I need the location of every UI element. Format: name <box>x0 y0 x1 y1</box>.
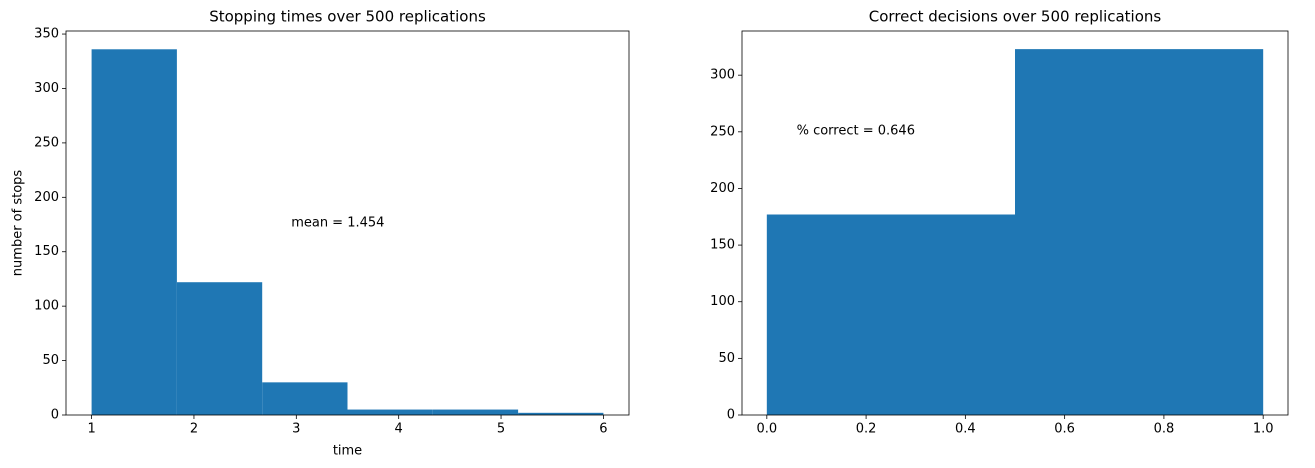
chart-title: Correct decisions over 500 replications <box>869 8 1162 26</box>
x-tick-label: 4 <box>395 422 403 437</box>
y-tick-label: 200 <box>710 181 735 196</box>
x-tick-label: 0.6 <box>1054 422 1075 437</box>
x-tick-label: 2 <box>190 422 198 437</box>
chart-title: Stopping times over 500 replications <box>209 8 486 26</box>
bar <box>176 282 263 415</box>
annotation: % correct = 0.646 <box>797 123 915 138</box>
x-tick-label: 0.2 <box>856 422 877 437</box>
y-tick-label: 250 <box>34 135 59 150</box>
x-tick-label: 5 <box>497 422 505 437</box>
bar <box>262 382 348 415</box>
y-tick-label: 0 <box>727 408 735 423</box>
x-tick-label: 3 <box>292 422 300 437</box>
bar <box>1015 49 1264 415</box>
y-tick-label: 100 <box>34 299 59 314</box>
bar <box>766 214 1015 415</box>
axes-frame <box>65 30 630 416</box>
y-axis-label: number of stops <box>11 170 26 277</box>
y-tick-label: 300 <box>34 81 59 96</box>
x-tick-label: 0.8 <box>1154 422 1175 437</box>
x-tick-label: 1 <box>87 422 95 437</box>
y-tick-label: 200 <box>34 190 59 205</box>
axes-frame <box>741 30 1289 416</box>
y-tick-label: 150 <box>34 244 59 259</box>
y-tick-label: 0 <box>51 408 59 423</box>
bar <box>91 49 177 416</box>
bar <box>432 409 519 415</box>
y-tick-label: 350 <box>34 27 59 42</box>
x-axis-label: time <box>333 444 362 459</box>
y-tick-label: 50 <box>42 353 59 368</box>
x-tick-label: 0.4 <box>955 422 976 437</box>
x-tick-label: 0.0 <box>756 422 777 437</box>
bar <box>347 409 433 415</box>
y-tick-label: 100 <box>710 294 735 309</box>
x-tick-label: 1.0 <box>1253 422 1274 437</box>
x-tick-label: 6 <box>599 422 607 437</box>
y-tick-label: 300 <box>710 68 735 83</box>
y-tick-label: 150 <box>710 238 735 253</box>
bar <box>518 412 604 415</box>
y-tick-label: 250 <box>710 124 735 139</box>
y-tick-label: 50 <box>718 351 735 366</box>
annotation: mean = 1.454 <box>291 216 384 231</box>
